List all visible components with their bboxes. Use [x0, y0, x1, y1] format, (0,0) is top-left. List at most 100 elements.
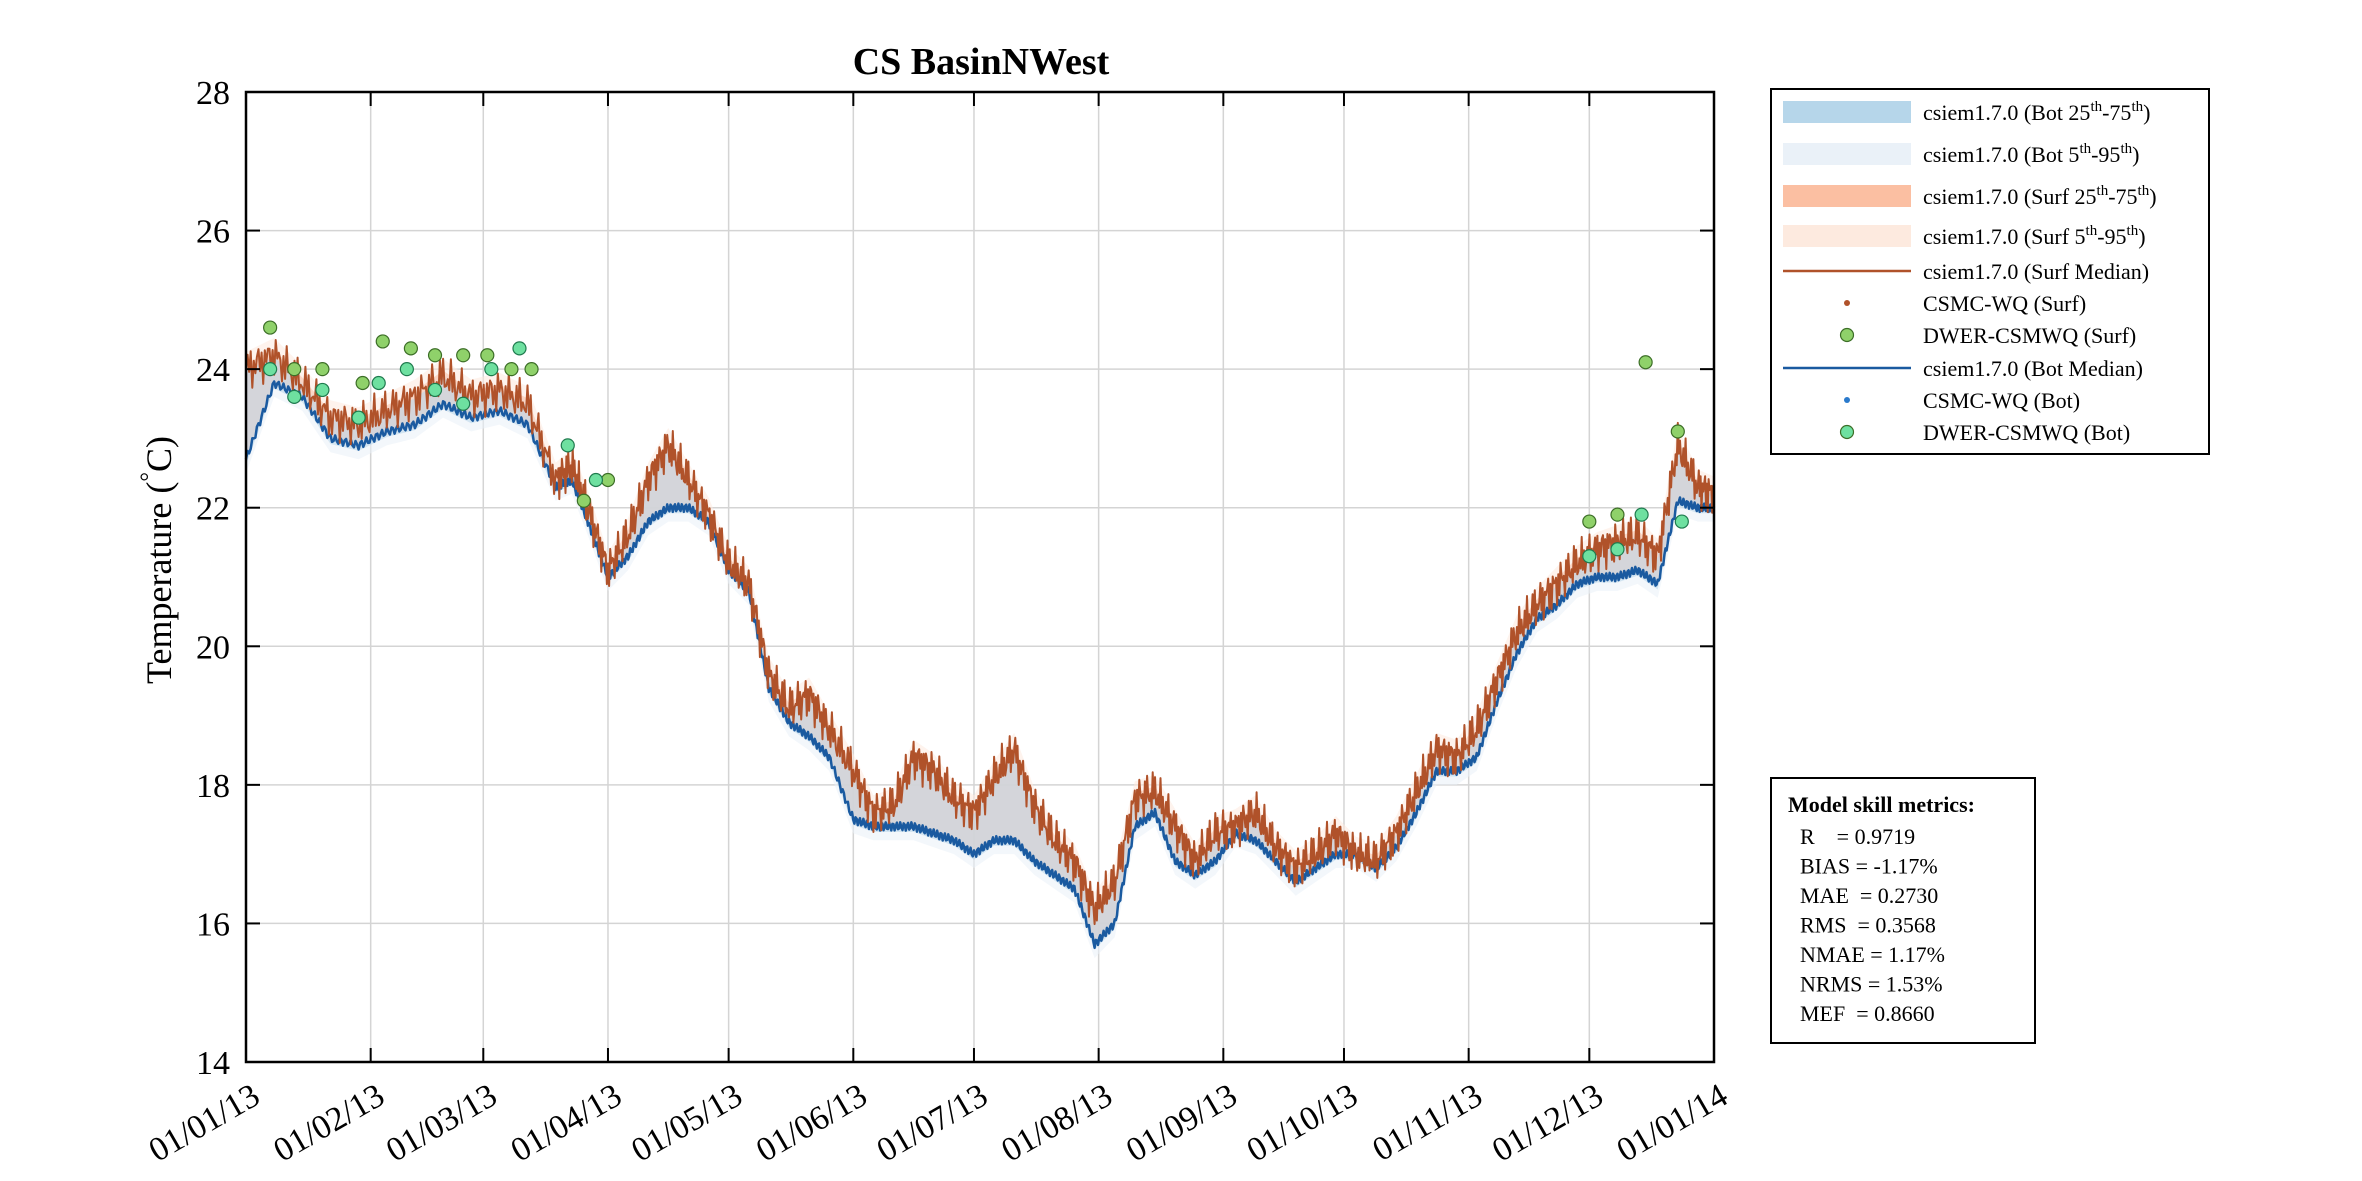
legend-label-end: ) — [2143, 100, 2150, 125]
legend-entry-label: csiem1.7.0 (Surf 25th-75th) — [1923, 183, 2157, 209]
dwer-bot-point — [512, 341, 527, 356]
axes-box — [244, 90, 1716, 1064]
dwer-bot-point — [263, 362, 278, 377]
dwer-bot-point — [351, 410, 366, 425]
bot-median-line — [244, 380, 1716, 950]
legend-label-mid: -95 — [2091, 142, 2120, 167]
dwer-surf-point — [403, 341, 418, 356]
legend-label-text: csiem1.7.0 (Bot 5 — [1923, 142, 2079, 167]
legend: csiem1.7.0 (Bot 25th-75th)csiem1.7.0 (Bo… — [1770, 88, 2210, 455]
legend-swatch-smalldot — [1844, 397, 1850, 403]
legend-label-sup: th — [2097, 183, 2109, 199]
dwer-surf-point — [524, 362, 539, 377]
dwer-surf-point — [1638, 355, 1653, 370]
skill-metric-row: MEF = 0.8660 — [1800, 1001, 1935, 1026]
y-tick-label: 16 — [196, 906, 230, 943]
skill-metrics-box: Model skill metrics: R = 0.9719 BIAS = -1… — [1770, 777, 2036, 1044]
skill-metrics-title: Model skill metrics: — [1788, 792, 1975, 817]
dwer-bot-point — [588, 472, 604, 488]
legend-label-sup: th — [2120, 141, 2132, 157]
legend-label-text: CSMC-WQ (Bot) — [1923, 388, 2080, 413]
dwer-surf-point — [576, 493, 591, 508]
dwer-bot-point — [427, 382, 443, 398]
axis-ticks — [245, 91, 1715, 1063]
dwer-surf-point — [504, 362, 519, 377]
dwer-bot-point — [1610, 542, 1625, 557]
y-tick-label: 14 — [196, 1045, 230, 1082]
skill-metric-row: NMAE = 1.17% — [1800, 942, 1945, 967]
surf-median-line — [245, 339, 1715, 926]
dwer-bot-point — [1674, 514, 1689, 529]
skill-metric-row: R = 0.9719 — [1800, 824, 1915, 849]
y-tick-label: 24 — [196, 352, 230, 389]
legend-entry-label: csiem1.7.0 (Bot 25th-75th) — [1923, 99, 2150, 125]
dwer-surf-point — [456, 348, 471, 363]
dwer-bot-point — [456, 396, 471, 411]
dwer-surf-point — [287, 362, 302, 377]
legend-swatch-band — [1783, 143, 1911, 165]
skill-metrics-frame — [1770, 777, 2036, 1044]
dwer-surf-point — [600, 472, 616, 488]
dwer-bot-point — [315, 382, 330, 398]
y-axis-label-unit: C) — [139, 436, 179, 472]
bot-25-75-band — [246, 356, 1714, 950]
series-lines — [244, 339, 1716, 950]
dwer-bot-point — [287, 389, 302, 404]
legend-entry-label: DWER-CSMWQ (Surf) — [1923, 323, 2136, 348]
dwer-surf-point — [427, 348, 443, 363]
skill-metric-row: MAE = 0.2730 — [1800, 883, 1938, 908]
legend-label-sup: th — [2086, 223, 2098, 239]
legend-entry-label: csiem1.7.0 (Surf 5th-95th) — [1923, 223, 2146, 249]
legend-entry-label: csiem1.7.0 (Surf Median) — [1923, 259, 2149, 284]
dwer-surf-point — [1610, 507, 1625, 522]
dwer-surf-point — [1582, 514, 1597, 529]
legend-label-mid: -75 — [2102, 100, 2131, 125]
y-axis-label-text: Temperature ( — [139, 482, 179, 684]
y-axis-label: Temperature (°C) — [137, 436, 179, 684]
legend-swatch-band — [1783, 101, 1911, 123]
dwer-bot-point — [399, 362, 414, 377]
legend-label-text: DWER-CSMWQ (Bot) — [1923, 420, 2130, 445]
legend-swatch-smalldot — [1844, 300, 1850, 306]
dwer-bot-point — [1634, 507, 1649, 522]
legend-label-end: ) — [2149, 184, 2156, 209]
dwer-bot-point — [560, 438, 575, 453]
dwer-bot-point — [1582, 549, 1597, 564]
dwer-surf-point — [480, 348, 495, 363]
legend-label-text: csiem1.7.0 (Surf 5 — [1923, 224, 2086, 249]
legend-swatch-band — [1783, 185, 1911, 207]
dwer-surf-point — [263, 320, 278, 335]
legend-label-sup: th — [2127, 223, 2139, 239]
observation-points — [263, 320, 1689, 564]
legend-label-text: DWER-CSMWQ (Surf) — [1923, 323, 2136, 348]
legend-label-text: CSMC-WQ (Surf) — [1923, 291, 2086, 316]
legend-label-text: csiem1.7.0 (Bot Median) — [1923, 356, 2143, 381]
y-tick-label: 18 — [196, 768, 230, 805]
legend-label-sup: th — [2090, 99, 2102, 115]
dwer-surf-point — [375, 334, 390, 349]
legend-label-text: csiem1.7.0 (Bot 25 — [1923, 100, 2090, 125]
legend-entry-label: csiem1.7.0 (Bot 5th-95th) — [1923, 141, 2139, 167]
y-tick-label: 28 — [196, 75, 230, 112]
legend-label-text: csiem1.7.0 (Surf Median) — [1923, 259, 2149, 284]
skill-metric-row: NRMS = 1.53% — [1800, 972, 1943, 997]
dwer-surf-point — [1670, 424, 1685, 439]
legend-entry-label: CSMC-WQ (Bot) — [1923, 388, 2080, 413]
dwer-surf-point — [315, 362, 330, 377]
legend-label-sup: th — [2138, 183, 2150, 199]
legend-label-sup: th — [2131, 99, 2143, 115]
legend-label-end: ) — [2132, 142, 2139, 167]
y-tick-label: 22 — [196, 491, 230, 528]
skill-metric-row: BIAS = -1.17% — [1800, 854, 1938, 879]
skill-metric-row: RMS = 0.3568 — [1800, 913, 1936, 938]
legend-label-sup: th — [2079, 141, 2091, 157]
y-axis-label-degree: ° — [137, 472, 163, 482]
legend-entry-label: DWER-CSMWQ (Bot) — [1923, 420, 2130, 445]
dwer-bot-point — [484, 362, 499, 377]
legend-swatch-band — [1783, 225, 1911, 247]
chart-title: CS BasinNWest — [853, 41, 1110, 83]
legend-entry-label: CSMC-WQ (Surf) — [1923, 291, 2086, 316]
legend-swatch-dot — [1839, 327, 1855, 343]
dwer-surf-point — [355, 375, 370, 391]
